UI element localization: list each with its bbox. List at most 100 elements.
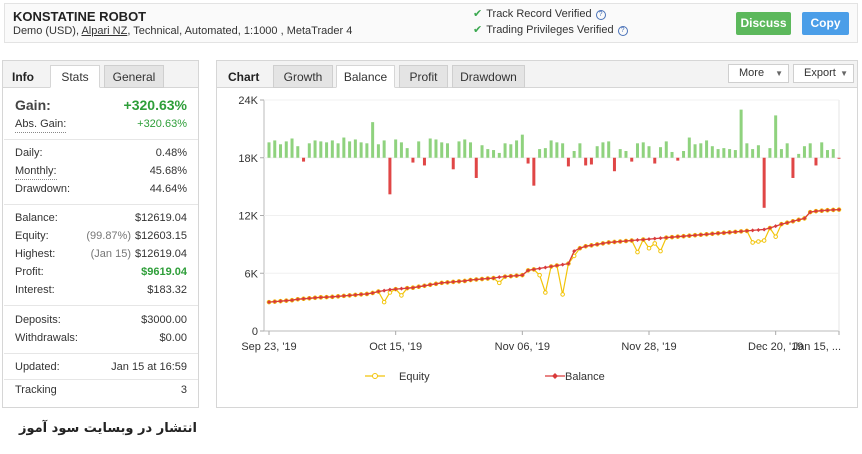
divider — [4, 305, 198, 306]
equity-point — [756, 239, 761, 244]
broker-link[interactable]: Alpari NZ — [81, 25, 128, 37]
balance-point — [572, 249, 577, 254]
balance-point — [785, 220, 790, 225]
help-icon[interactable]: ? — [595, 10, 606, 20]
balance-point — [336, 294, 341, 299]
balance-point — [267, 300, 271, 305]
tab-stats[interactable]: Stats — [50, 65, 100, 88]
tab-growth[interactable]: Growth — [273, 65, 333, 88]
balance-point — [647, 237, 651, 242]
equity-point — [497, 280, 502, 286]
profit-bar — [630, 157, 634, 162]
tab-balance[interactable]: Balance — [336, 65, 395, 88]
profit-bar — [445, 143, 449, 158]
copy-button[interactable]: Copy — [802, 12, 849, 35]
profit-bar — [290, 138, 294, 158]
profit-bar — [428, 138, 432, 158]
balance-point — [399, 286, 404, 291]
profit-bar — [595, 146, 599, 158]
tab-profit[interactable]: Profit — [399, 65, 448, 88]
profit-bar — [371, 122, 375, 158]
export-label: Export — [804, 67, 836, 79]
info-panel: Info Stats General Gain: +320.63% Abs. G… — [2, 60, 199, 408]
balance-point — [566, 261, 571, 266]
balance-point — [307, 296, 312, 301]
balance-point — [831, 207, 836, 212]
tracking-label: Tracking — [15, 384, 57, 396]
profit-bar — [641, 142, 645, 158]
balance-point — [290, 298, 295, 303]
profit-bar — [284, 141, 288, 158]
equity-point — [761, 238, 767, 243]
divider — [4, 353, 198, 354]
profit-bar — [302, 157, 306, 162]
withdrawals-row: Withdrawals: $0.00 — [15, 331, 187, 346]
balance-point — [313, 295, 318, 300]
highest-value-group: (Jan 15) $12619.04 — [91, 247, 187, 262]
balance-point — [716, 231, 721, 236]
balance-point — [687, 233, 692, 238]
chart-tabs: Chart Growth Balance Profit Drawdown Mor… — [217, 61, 857, 88]
balance-point — [750, 228, 755, 233]
equity-point — [658, 248, 663, 254]
balance-point — [376, 289, 381, 294]
profit-bar — [296, 146, 300, 158]
divider — [4, 139, 198, 140]
profit-bar — [837, 157, 841, 159]
more-dropdown[interactable]: More ▼ — [728, 64, 789, 83]
profit-bar — [469, 142, 473, 158]
profit-bar — [589, 157, 593, 165]
equity-row: Equity: (99.87%) $12603.15 — [15, 229, 187, 244]
monthly-label[interactable]: Monthly: — [15, 164, 57, 180]
info-tabs: Info Stats General — [3, 61, 198, 88]
balance-point — [744, 228, 749, 233]
x-tick-label: Nov 28, '19 — [621, 341, 676, 353]
trading-privileges-label: Trading Privileges Verified — [486, 24, 614, 36]
balance-point — [382, 288, 387, 293]
equity-percent: (99.87%) — [86, 230, 131, 242]
balance-point — [393, 287, 398, 292]
legend-balance-label: Balance — [565, 371, 605, 383]
profit-bar — [682, 151, 686, 158]
profit-row: Profit: $9619.04 — [15, 265, 187, 280]
balance-point — [526, 268, 531, 273]
checkmark-icon: ✔ — [473, 8, 483, 20]
balance-point — [675, 234, 680, 239]
balance-point — [284, 298, 289, 303]
more-label: More — [739, 67, 765, 79]
balance-point — [554, 263, 559, 268]
balance-point — [278, 299, 283, 304]
balance-point — [405, 286, 410, 291]
chart-y-ticks: 0 6K 12K 18K 24K — [238, 95, 264, 338]
tab-drawdown[interactable]: Drawdown — [452, 65, 525, 88]
updated-value: Jan 15 at 16:59 — [111, 361, 187, 373]
balance-point — [410, 285, 415, 290]
equity-point — [537, 272, 542, 278]
profit-bar — [710, 146, 714, 158]
discuss-button[interactable]: Discuss — [736, 12, 791, 35]
balance-point — [560, 262, 565, 267]
abs-gain-label[interactable]: Abs. Gain: — [15, 117, 67, 133]
profit-bar — [635, 143, 639, 158]
help-icon[interactable]: ? — [617, 26, 628, 36]
profit-bar — [330, 140, 334, 158]
export-dropdown[interactable]: Export ▼ — [793, 64, 854, 83]
profit-bar — [457, 141, 461, 158]
balance-point — [600, 241, 605, 246]
abs-gain-value: +320.63% — [137, 118, 187, 130]
balance-point — [428, 282, 433, 287]
balance-point — [364, 291, 369, 296]
balance-point — [531, 267, 536, 272]
balance-point — [301, 296, 306, 301]
profit-bar — [279, 144, 283, 158]
balance-point — [612, 239, 617, 244]
balance-point — [641, 237, 646, 242]
profit-bar — [353, 139, 357, 158]
equity-point — [560, 292, 565, 297]
profit-bar — [825, 150, 829, 158]
profit-bar — [618, 149, 622, 158]
tab-general[interactable]: General — [104, 65, 164, 88]
equity-point — [646, 245, 652, 251]
balance-point — [802, 216, 807, 221]
balance-point — [324, 295, 329, 300]
